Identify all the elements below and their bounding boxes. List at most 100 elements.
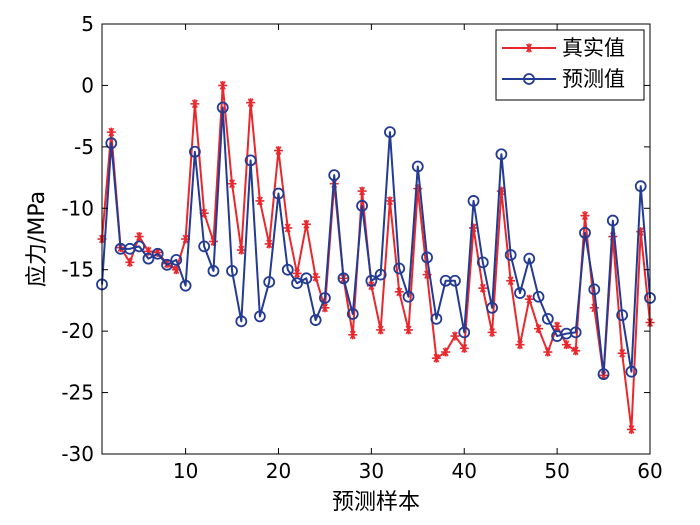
data-point-series-1 (487, 327, 497, 337)
data-point-series-1 (218, 80, 228, 90)
data-point-series-1 (534, 324, 544, 334)
data-point-series-2 (235, 315, 248, 328)
data-point-series-2 (486, 301, 499, 314)
x-tick-label: 60 (637, 459, 662, 483)
data-point-series-1 (301, 219, 311, 229)
data-point-series-2 (337, 272, 350, 285)
data-point-series-2 (309, 314, 322, 326)
legend-label-2: 预测值 (562, 67, 625, 91)
data-point-series-2 (579, 226, 591, 239)
data-point-series-1 (459, 343, 469, 353)
data-point-series-2 (151, 247, 164, 260)
data-point-series-2 (625, 365, 638, 378)
legend-marker-1 (524, 43, 534, 53)
data-point-series-2 (346, 308, 359, 320)
data-point-series-1 (506, 276, 516, 286)
data-point-series-2 (597, 368, 610, 381)
data-point-series-1 (394, 287, 404, 297)
data-point-series-2 (188, 145, 201, 158)
data-point-series-1 (273, 146, 283, 156)
data-point-series-1 (320, 303, 330, 313)
data-point-series-2 (569, 326, 582, 339)
data-point-series-2 (281, 263, 294, 276)
data-point-series-2 (226, 265, 238, 277)
data-point-series-1 (190, 99, 200, 109)
x-tick-label: 10 (173, 459, 198, 483)
data-point-series-1 (478, 283, 488, 293)
data-point-series-2 (541, 312, 554, 325)
data-point-series-2 (588, 283, 601, 296)
data-point-series-1 (404, 325, 414, 335)
x-tick-label: 20 (266, 459, 291, 483)
data-point-series-2 (523, 252, 536, 265)
data-point-series-2 (365, 274, 378, 287)
data-point-series-2 (514, 287, 526, 299)
data-point-series-1 (292, 268, 302, 278)
data-point-series-2 (300, 272, 313, 285)
data-point-series-2 (495, 148, 508, 161)
data-point-series-2 (216, 101, 229, 114)
data-point-series-1 (125, 257, 135, 267)
data-point-series-2 (291, 277, 303, 290)
data-point-series-2 (244, 154, 257, 167)
y-tick-label: -20 (61, 319, 94, 343)
data-point-series-2 (504, 249, 517, 261)
data-point-series-1 (246, 98, 256, 108)
data-point-series-2 (430, 312, 443, 325)
data-point-series-1 (431, 353, 441, 363)
data-point-series-2 (374, 268, 387, 281)
data-point-series-1 (227, 179, 237, 189)
series-layer (96, 80, 656, 434)
y-tick-label: -15 (61, 258, 94, 282)
data-point-series-2 (133, 240, 146, 253)
data-point-series-1 (450, 331, 460, 341)
data-point-series-2 (105, 137, 118, 150)
data-point-series-2 (393, 262, 406, 275)
data-point-series-1 (348, 330, 358, 340)
data-point-series-2 (616, 309, 629, 322)
data-point-series-2 (449, 274, 461, 287)
x-tick-label: 50 (544, 459, 569, 483)
data-point-series-2 (142, 252, 155, 265)
data-point-series-2 (402, 290, 415, 303)
data-point-series-2 (476, 256, 489, 269)
data-point-series-1 (580, 211, 590, 221)
data-point-series-1 (311, 272, 321, 282)
data-point-series-1 (571, 346, 581, 356)
data-point-series-2 (467, 195, 480, 207)
data-point-series-2 (319, 292, 331, 304)
data-point-series-2 (207, 265, 220, 277)
legend-label-1: 真实值 (562, 36, 625, 60)
data-point-series-2 (198, 240, 211, 253)
data-point-series-1 (441, 347, 451, 357)
data-point-series-1 (617, 348, 627, 358)
data-point-series-2 (411, 160, 424, 173)
y-axis-title: 应力/MPa (25, 191, 50, 287)
data-point-series-1 (552, 321, 562, 331)
data-point-series-1 (376, 325, 386, 335)
data-point-series-1 (385, 196, 395, 206)
data-point-series-2 (384, 126, 396, 139)
data-point-series-1 (106, 127, 116, 137)
data-point-series-2 (253, 310, 266, 323)
data-point-series-1 (524, 294, 534, 304)
y-tick-label: -30 (61, 442, 94, 466)
y-tick-label: -10 (61, 196, 94, 220)
data-point-series-2 (356, 199, 368, 212)
data-point-series-2 (606, 214, 619, 227)
x-tick-label: 40 (452, 459, 477, 483)
legend-box (495, 29, 645, 101)
data-point-series-2 (328, 169, 341, 182)
data-point-series-2 (421, 251, 433, 264)
plot-frame (101, 23, 651, 455)
data-point-series-2 (263, 276, 276, 288)
data-point-series-2 (458, 326, 471, 339)
x-axis-title: 预测样本 (332, 490, 420, 515)
data-point-series-1 (134, 232, 144, 242)
data-point-series-1 (626, 424, 636, 434)
y-tick-label: 5 (81, 12, 94, 36)
data-point-series-2 (161, 258, 173, 271)
data-point-series-1 (543, 347, 553, 357)
